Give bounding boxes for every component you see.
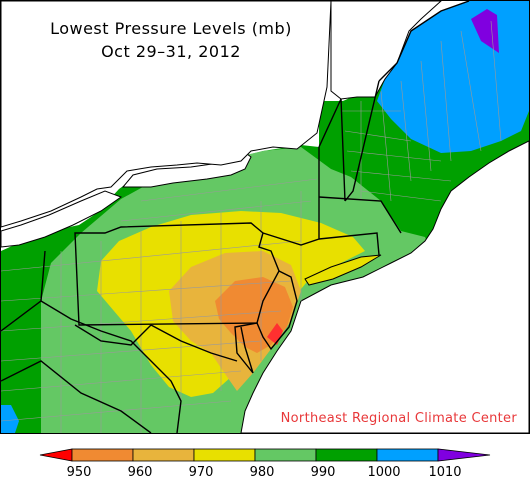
pressure-map: [1, 1, 529, 433]
color-legend: [39, 448, 491, 462]
legend-bin-990-1000: [315, 448, 378, 462]
lake-erie: [1, 190, 123, 248]
state-borders: [1, 1, 470, 433]
map-title: Lowest Pressure Levels (mb): [50, 19, 292, 38]
band-purple: [471, 9, 499, 53]
legend-tick-970: 970: [188, 465, 214, 480]
legend-tick-990: 990: [310, 465, 336, 480]
credit-text: Northeast Regional Climate Center: [280, 411, 517, 426]
atlantic-ocean: [240, 140, 529, 433]
long-island: [304, 254, 382, 286]
legend-tick-1010: 1010: [428, 465, 462, 480]
legend-tick-960: 960: [127, 465, 153, 480]
legend-bin-980-990: [254, 448, 317, 462]
legend-tick-950: 950: [66, 465, 92, 480]
legend-tick-1000: 1000: [367, 465, 401, 480]
map-subtitle-dates: Oct 29–31, 2012: [101, 42, 241, 61]
legend-bin-960-970: [132, 448, 195, 462]
legend-bin-1000-1010: [376, 448, 439, 462]
band-1010-south: [1, 405, 19, 433]
canada-top-right: [330, 1, 442, 100]
legend-bin-970-980: [193, 448, 256, 462]
county-lines: [1, 20, 502, 433]
legend-arrow-left: [39, 448, 73, 462]
legend-tick-980: 980: [249, 465, 275, 480]
canada-top-left: [1, 1, 332, 228]
map-frame: Lowest Pressure Levels (mb) Oct 29–31, 2…: [0, 0, 530, 434]
legend-bin-950-960: [71, 448, 134, 462]
legend-arrow-right: [437, 448, 491, 462]
lake-ontario: [121, 150, 252, 188]
